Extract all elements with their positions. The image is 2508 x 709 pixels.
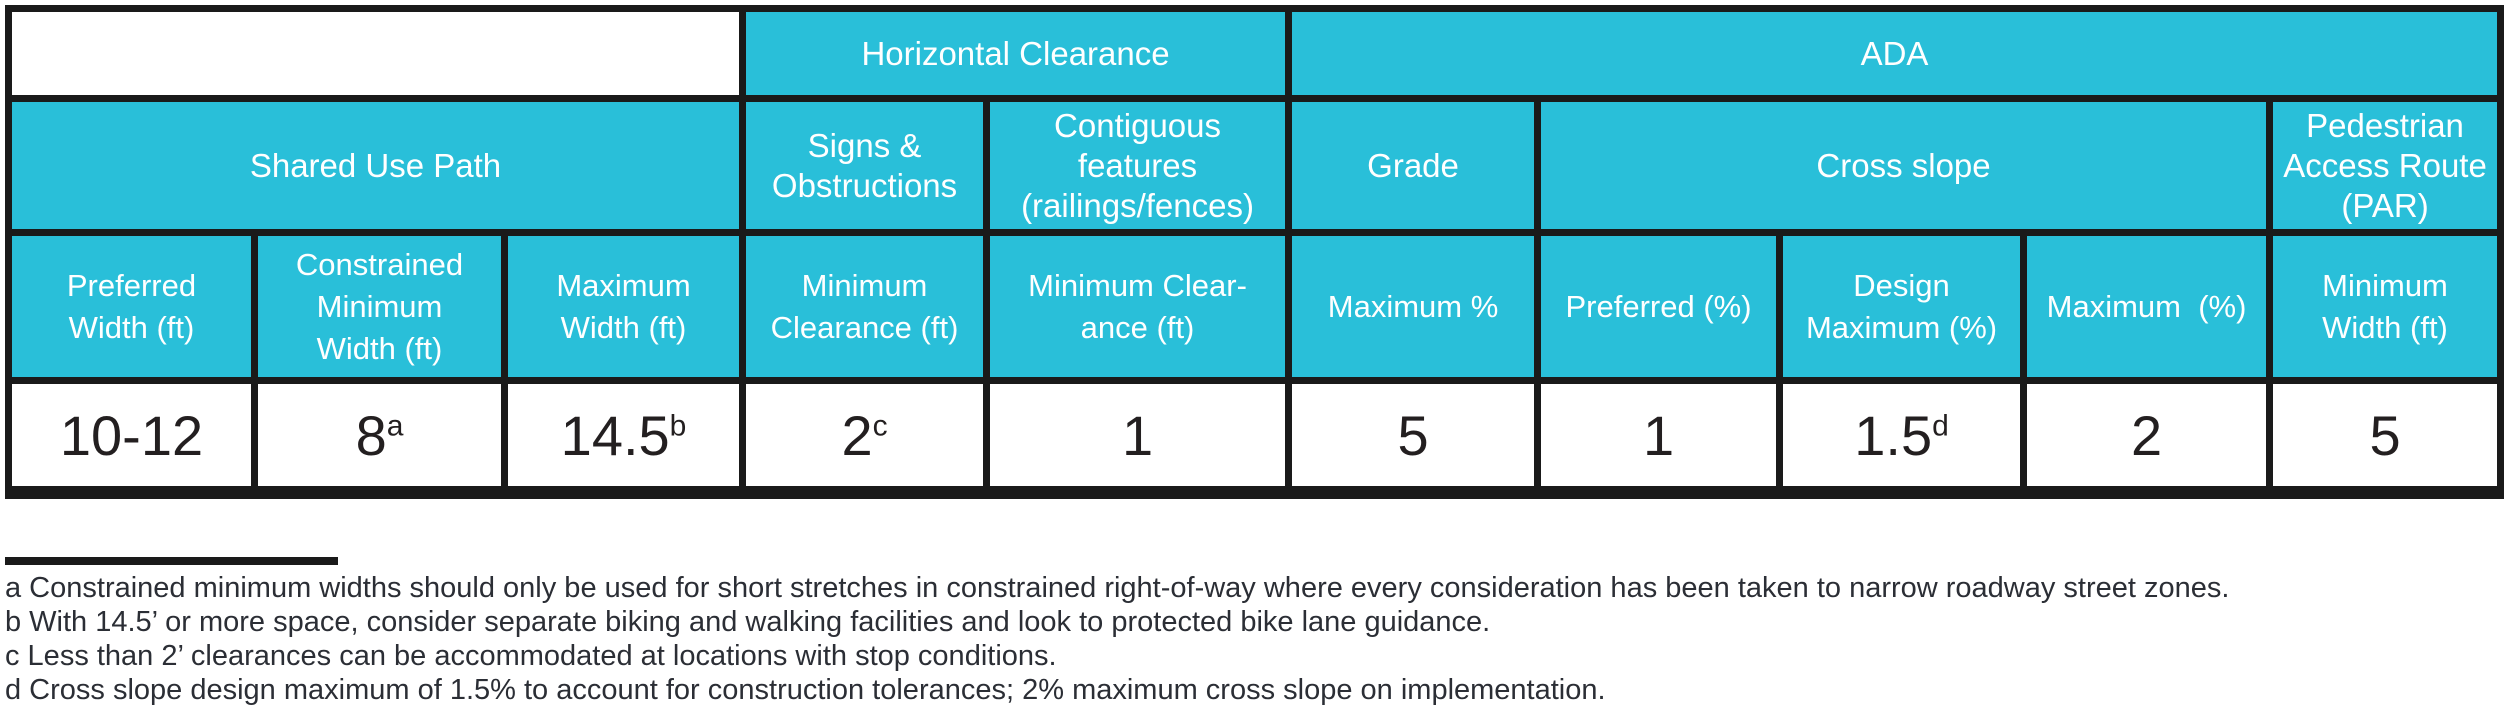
col-header-label: Minimum bbox=[801, 267, 928, 303]
design-criteria-table: Horizontal Clearance ADA Shared Use Path… bbox=[4, 5, 2505, 499]
section-header-label: Grade bbox=[1367, 146, 1459, 184]
cell-value: 2 bbox=[841, 403, 873, 467]
value-cross-slope-maximum: 2 bbox=[2020, 377, 2274, 499]
section-header-label: Obstructions bbox=[771, 166, 958, 204]
footnote-b: b With 14.5’ or more space, consider sep… bbox=[5, 606, 1491, 638]
footnote-a: a Constrained minimum widths should only… bbox=[5, 572, 2230, 604]
col-header-label: Width (ft) bbox=[316, 330, 443, 366]
section-header-label: Pedestrian bbox=[2306, 106, 2464, 144]
col-header-minimum-clearance-signs: Minimum Clearance (ft) bbox=[739, 229, 991, 384]
col-header-minimum-clearance-contiguous: Minimum Clear- ance (ft) bbox=[983, 229, 1293, 384]
col-header-label: Minimum bbox=[2322, 267, 2448, 303]
col-header-label: Preferred (%) bbox=[1565, 288, 1752, 324]
group-header-label: Horizontal Clearance bbox=[861, 34, 1170, 72]
section-header-label: features bbox=[1077, 146, 1198, 184]
value-minimum-clearance-contiguous: 1 bbox=[983, 377, 1293, 499]
section-header-signs-obstructions: Signs & Obstructions bbox=[739, 95, 991, 236]
section-header-label: Signs & bbox=[807, 126, 922, 164]
group-header-horizontal-clearance: Horizontal Clearance bbox=[739, 5, 1293, 102]
col-header-grade-maximum: Maximum % bbox=[1285, 229, 1542, 384]
col-header-cross-slope-preferred: Preferred (%) bbox=[1534, 229, 1784, 384]
col-header-label: Maximum % bbox=[1327, 288, 1499, 324]
value-par-minimum-width: 5 bbox=[2266, 377, 2505, 499]
value-minimum-clearance-signs: 2c bbox=[739, 377, 991, 499]
data-row: 10-12 8a 14.5b 2c 1 5 1 1.5d 2 5 bbox=[5, 377, 2505, 499]
cell-value: 2 bbox=[2130, 403, 2163, 467]
cell-value: 5 bbox=[1397, 403, 1429, 467]
footnote-marker: d bbox=[1932, 408, 1949, 442]
col-header-constrained-minimum-width: Constrained Minimum Width (ft) bbox=[251, 229, 508, 384]
blank-corner-cell bbox=[4, 5, 747, 102]
col-header-cross-slope-design-maximum: Design Maximum (%) bbox=[1776, 229, 2028, 384]
value-grade-maximum: 5 bbox=[1285, 377, 1542, 499]
col-header-label: Width (ft) bbox=[68, 309, 195, 345]
footnote-marker: a bbox=[386, 408, 404, 442]
cell-value: 10-12 bbox=[59, 403, 204, 467]
value-maximum-width: 14.5b bbox=[500, 377, 747, 499]
col-header-label: Width (ft) bbox=[2322, 309, 2448, 345]
col-header-label: Clearance (ft) bbox=[770, 309, 959, 345]
section-header-label: (railings/fences) bbox=[1021, 186, 1254, 224]
cell-value: 14.5 bbox=[560, 403, 670, 467]
section-header-shared-use-path: Shared Use Path bbox=[4, 95, 747, 236]
col-header-maximum-width: Maximum Width (ft) bbox=[500, 229, 747, 384]
section-header-label: Shared Use Path bbox=[249, 146, 502, 184]
col-header-label: Minimum bbox=[316, 288, 443, 324]
footnotes: a Constrained minimum widths should only… bbox=[5, 571, 2485, 707]
value-constrained-minimum-width: 8a bbox=[251, 377, 508, 499]
col-header-label: Maximum bbox=[556, 267, 691, 303]
group-header-ada: ADA bbox=[1285, 5, 2505, 102]
footnote-c: c Less than 2’ clearances can be accommo… bbox=[5, 640, 1057, 672]
group-header-label: ADA bbox=[1860, 34, 1929, 72]
cell-value: 8 bbox=[355, 403, 387, 467]
col-header-label: Preferred bbox=[66, 267, 197, 303]
col-header-preferred-width: Preferred Width (ft) bbox=[5, 229, 258, 384]
section-header-label: (PAR) bbox=[2341, 186, 2429, 224]
cell-value: 1.5 bbox=[1854, 403, 1933, 467]
section-header-contiguous-features: Contiguous features (railings/fences) bbox=[983, 95, 1293, 236]
section-header-label: Contiguous bbox=[1054, 106, 1221, 144]
col-header-label: Maximum (%) bbox=[1805, 309, 1998, 345]
value-cross-slope-design-maximum: 1.5d bbox=[1776, 377, 2028, 499]
section-header-row: Shared Use Path Signs & Obstructions Con… bbox=[4, 95, 2505, 236]
col-header-label: Width (ft) bbox=[560, 309, 687, 345]
value-cross-slope-preferred: 1 bbox=[1534, 377, 1784, 499]
section-header-pedestrian-access-route: Pedestrian Access Route (PAR) bbox=[2266, 95, 2505, 236]
col-header-label: Design bbox=[1853, 267, 1950, 303]
col-header-label: ance (ft) bbox=[1080, 309, 1195, 345]
cell-value: 1 bbox=[1121, 403, 1154, 467]
section-header-label: Cross slope bbox=[1816, 146, 1991, 184]
cell-value: 5 bbox=[2369, 403, 2401, 467]
col-header-cross-slope-maximum: Maximum (%) bbox=[2020, 229, 2274, 384]
section-header-cross-slope: Cross slope bbox=[1534, 95, 2274, 236]
footnote-marker: b bbox=[669, 408, 687, 442]
value-preferred-width: 10-12 bbox=[5, 377, 258, 499]
col-header-label: Constrained bbox=[295, 246, 464, 282]
footnote-separator-bar bbox=[5, 557, 338, 565]
group-header-row: Horizontal Clearance ADA bbox=[4, 5, 2505, 102]
col-header-label: Maximum (%) bbox=[2046, 288, 2247, 324]
cell-value: 1 bbox=[1642, 403, 1675, 467]
column-header-row: Preferred Width (ft) Constrained Minimum… bbox=[5, 229, 2505, 384]
footnote-d: d Cross slope design maximum of 1.5% to … bbox=[5, 674, 1606, 706]
section-header-label: Access Route bbox=[2283, 146, 2487, 184]
col-header-par-minimum-width: Minimum Width (ft) bbox=[2266, 229, 2505, 384]
footnote-marker: c bbox=[872, 408, 888, 442]
section-header-grade: Grade bbox=[1285, 95, 1542, 236]
col-header-label: Minimum Clear- bbox=[1028, 267, 1247, 303]
